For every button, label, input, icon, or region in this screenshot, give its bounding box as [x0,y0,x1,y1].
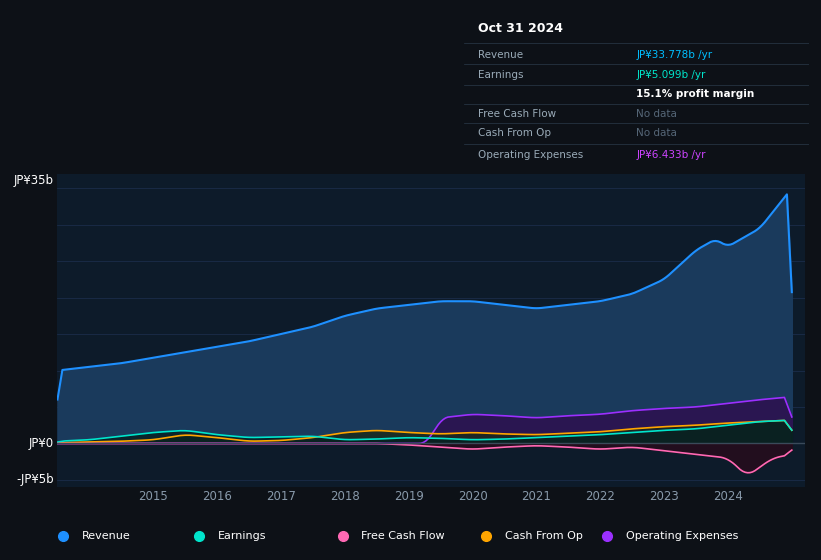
Text: 15.1% profit margin: 15.1% profit margin [636,89,754,99]
Text: Earnings: Earnings [218,531,266,541]
Text: Cash From Op: Cash From Op [478,128,551,138]
Text: Revenue: Revenue [478,50,523,60]
Text: 2016: 2016 [202,491,232,503]
Text: 2018: 2018 [330,491,360,503]
Text: JP¥33.778b /yr: JP¥33.778b /yr [636,50,713,60]
Text: Operating Expenses: Operating Expenses [478,150,583,160]
Text: No data: No data [636,109,677,119]
Text: JP¥6.433b /yr: JP¥6.433b /yr [636,150,706,160]
Text: JP¥5.099b /yr: JP¥5.099b /yr [636,70,706,80]
Text: 2017: 2017 [266,491,296,503]
Text: Revenue: Revenue [82,531,131,541]
Text: Oct 31 2024: Oct 31 2024 [478,22,562,35]
Text: 2015: 2015 [139,491,168,503]
Text: 2024: 2024 [713,491,743,503]
Text: 2022: 2022 [585,491,615,503]
Text: Cash From Op: Cash From Op [505,531,583,541]
Text: 2023: 2023 [649,491,679,503]
Text: Operating Expenses: Operating Expenses [626,531,738,541]
Text: No data: No data [636,128,677,138]
Text: Free Cash Flow: Free Cash Flow [361,531,445,541]
Text: Free Cash Flow: Free Cash Flow [478,109,556,119]
Text: Earnings: Earnings [478,70,523,80]
Text: JP¥35b: JP¥35b [14,174,53,186]
Text: -JP¥5b: -JP¥5b [16,473,53,487]
Text: JP¥0: JP¥0 [29,437,53,450]
Text: 2019: 2019 [394,491,424,503]
Text: 2020: 2020 [457,491,488,503]
Text: 2021: 2021 [521,491,552,503]
